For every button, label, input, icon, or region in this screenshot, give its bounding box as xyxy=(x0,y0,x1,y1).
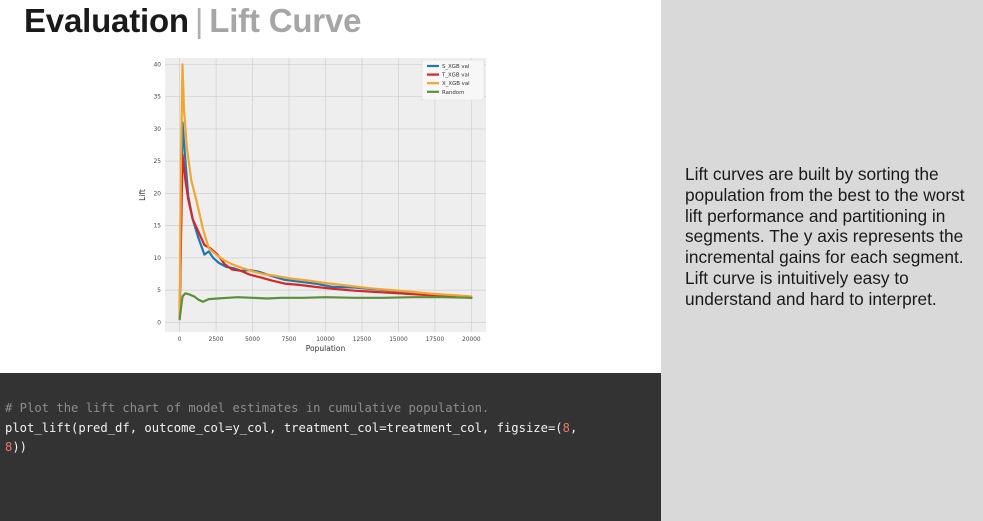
code-line-2-end: , xyxy=(570,421,578,435)
code-line-3: 8)) xyxy=(5,439,27,456)
code-line-2: plot_lift(pred_df, outcome_col=y_col, tr… xyxy=(5,420,577,437)
series-lines xyxy=(178,63,473,321)
legend-label-x-xgb-val: X_XGB val xyxy=(442,81,470,87)
legend-label-random: Random xyxy=(442,90,464,96)
x-tick-label: 17500 xyxy=(426,337,445,343)
y-tick-label: 25 xyxy=(154,159,162,165)
x-tick-label: 7500 xyxy=(282,337,297,343)
x-tick-label: 2500 xyxy=(209,337,224,343)
series-line-random xyxy=(178,292,473,321)
slide-title-main: Evaluation xyxy=(24,2,189,39)
y-tick-label: 10 xyxy=(154,256,162,262)
code-number: 8 xyxy=(5,440,13,454)
slide-title-sub: Lift Curve xyxy=(209,2,362,39)
x-tick-label: 0 xyxy=(178,337,182,343)
right-pane xyxy=(661,0,983,521)
slide-title-separator: | xyxy=(194,2,204,39)
y-tick-label: 5 xyxy=(157,288,161,294)
x-tick-label: 12500 xyxy=(353,337,372,343)
code-cell: # Plot the lift chart of model estimates… xyxy=(0,373,661,521)
code-number: 8 xyxy=(562,421,570,435)
description: Lift curves are built by sorting the pop… xyxy=(685,164,977,310)
y-tick-label: 0 xyxy=(157,320,161,326)
description-paragraph-1: Lift curves are built by sorting the pop… xyxy=(685,164,965,268)
y-tick-label: 20 xyxy=(154,191,162,197)
y-tick-label: 30 xyxy=(154,127,162,133)
x-tick-label: 10000 xyxy=(316,337,335,343)
tick-labels: 0 2500 5000 7500 10000 12500 15000 17500 20000 0 5… xyxy=(154,62,481,343)
y-axis-label: Lift xyxy=(138,189,147,201)
code-line-3-end: )) xyxy=(12,440,28,454)
x-tick-label: 15000 xyxy=(389,337,408,343)
series-line-t-xgb-val xyxy=(178,153,473,321)
slide-title: Evaluation | Lift Curve xyxy=(24,2,361,40)
legend-box xyxy=(421,59,485,101)
series-line-x-xgb-val xyxy=(178,63,473,321)
y-tick-label: 35 xyxy=(154,95,162,101)
code-line-2-text: plot_lift(pred_df, outcome_col=y_col, tr… xyxy=(5,421,563,435)
x-tick-label: 20000 xyxy=(462,337,481,343)
lift-chart: 0 2500 5000 7500 10000 12500 15000 17500 20000 0 5… xyxy=(136,54,492,356)
legend-label-t-xgb-val: T_XGB val xyxy=(441,73,469,79)
x-tick-label: 5000 xyxy=(245,337,260,343)
y-tick-label: 15 xyxy=(154,224,162,230)
description-paragraph-2: Lift curve is intuitively easy to unders… xyxy=(685,267,937,309)
code-comment: # Plot the lift chart of model estimates… xyxy=(5,401,490,415)
legend-label-s-xgb-val: S_XGB val xyxy=(442,64,469,70)
legend: S_XGB val T_XGB val X_XGB val Random xyxy=(421,59,485,101)
y-tick-label: 40 xyxy=(154,62,162,68)
lift-chart-svg: 0 2500 5000 7500 10000 12500 15000 17500 20000 0 5… xyxy=(138,58,486,353)
x-axis-label: Population xyxy=(306,344,346,353)
